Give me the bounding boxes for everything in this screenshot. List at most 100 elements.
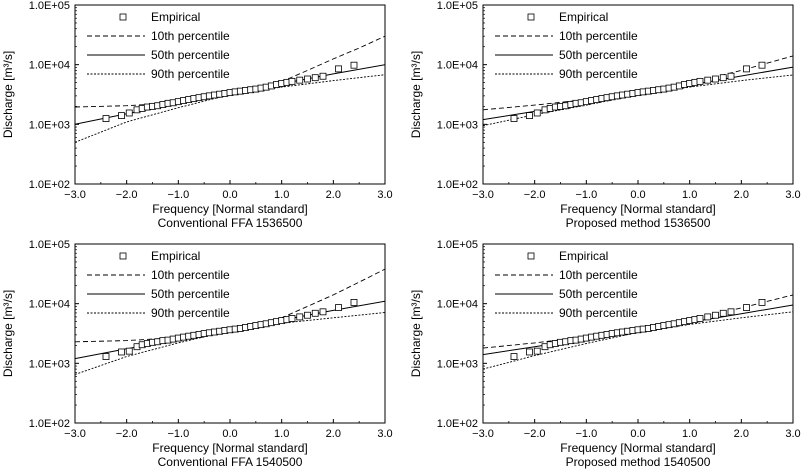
legend-marker-empirical [119,252,127,260]
series-line-90th-percentile [74,312,386,375]
empirical-point [125,347,133,355]
empirical-point [304,75,311,83]
empirical-point [712,311,719,319]
empirical-point [335,304,342,311]
x-tick-label: −3.0 [64,428,86,440]
chart-panel-2: −3.0 −2.0 −1.0 0.0 1.0 2.0 3.0 1.0E+02 1.0E+03 1.… [409,0,801,230]
x-tick-label: 1.0 [682,428,697,440]
legend-label: 50th percentile [151,287,230,301]
x-tick-label: 1.0 [682,189,697,201]
x-tick-label: 3.0 [785,189,800,201]
y-tick-label: 1.0E+05 [29,0,70,12]
empirical-point [125,109,133,117]
empirical-point [288,315,296,322]
empirical-point [118,348,125,356]
empirical-point [350,299,358,306]
empirical-point [102,115,110,122]
x-axis-label: Frequency [Normal standard] [560,441,715,455]
legend: Empirical 10th percentile 50th percentile 9… [87,249,230,320]
chart-title: Conventional FFA 1540500 [158,455,303,469]
legend-label: Empirical [559,249,608,263]
empirical-point [533,109,541,117]
y-tick-label: 1.0E+05 [437,0,478,12]
legend-label: 50th percentile [151,48,230,62]
y-tick-label: 1.0E+02 [437,418,478,430]
series-line-10th-percentile [482,55,794,111]
chart-panel-1: −3.0 −2.0 −1.0 0.0 1.0 2.0 3.0 1.0E+02 1.0E+03 1.… [1,0,393,230]
legend-marker-empirical [119,13,127,21]
empirical-point [335,65,342,73]
legend: Empirical 10th percentile 50th percentile 9… [495,10,638,81]
empirical-point [712,75,719,83]
empirical-point [533,347,541,355]
series-line-10th-percentile [482,294,794,349]
chart-title: Conventional FFA 1536500 [158,216,303,230]
y-tick-label: 1.0E+04 [29,299,70,311]
y-tick-label: 1.0E+03 [29,119,70,131]
empirical-point [526,348,533,356]
x-tick-label: 2.0 [734,189,749,201]
x-tick-label: 2.0 [326,428,341,440]
x-axis-label: Frequency [Normal standard] [152,441,307,455]
legend-label: 10th percentile [151,268,230,282]
x-tick-label: 0.0 [630,428,645,440]
empirical-point [510,115,518,122]
empirical-point [118,112,125,120]
series-line-90th-percentile [482,311,794,370]
x-tick-label: −2.0 [116,189,138,201]
x-tick-label: −1.0 [575,189,597,201]
empirical-point [719,74,727,82]
y-tick-label: 1.0E+03 [29,358,70,370]
x-tick-label: 3.0 [785,428,800,440]
legend: Empirical 10th percentile 50th percentile 9… [87,10,230,81]
y-tick-label: 1.0E+03 [437,119,478,131]
chart-panel-4: −3.0 −2.0 −1.0 0.0 1.0 2.0 3.0 1.0E+02 1.0E+03 1.… [409,239,801,469]
x-tick-label: −2.0 [116,428,138,440]
empirical-point [296,313,304,321]
y-axis-label: Discharge [m³/s] [1,290,15,377]
y-tick-label: 1.0E+03 [437,358,478,370]
empirical-point [311,74,319,82]
x-tick-label: −3.0 [64,189,86,201]
empirical-point [743,304,750,311]
legend-label: 90th percentile [559,67,638,81]
x-tick-label: 2.0 [734,428,749,440]
empirical-point [319,308,327,316]
x-tick-label: −1.0 [167,428,189,440]
x-tick-label: 3.0 [377,189,392,201]
x-tick-label: 2.0 [326,189,341,201]
plot-frame [482,243,794,424]
empirical-point [727,308,735,316]
empirical-point [704,76,712,84]
plot-frame [74,243,386,424]
x-tick-label: 0.0 [630,189,645,201]
y-axis-label: Discharge [m³/s] [1,51,15,138]
y-axis-label: Discharge [m³/s] [409,290,423,377]
legend-label: 90th percentile [151,306,230,320]
y-tick-label: 1.0E+02 [29,418,70,430]
legend-marker-empirical [527,13,535,21]
empirical-point [719,309,727,317]
x-tick-label: −2.0 [524,428,546,440]
empirical-point [304,311,311,319]
x-tick-label: −3.0 [472,428,494,440]
empirical-point [510,353,518,360]
x-axis-label: Frequency [Normal standard] [560,202,715,216]
y-tick-label: 1.0E+04 [29,60,70,72]
chart-title: Proposed method 1540500 [566,455,711,469]
x-tick-label: −1.0 [575,428,597,440]
y-tick-label: 1.0E+05 [437,239,478,251]
empirical-point [319,72,327,80]
empirical-point [311,309,319,317]
empirical-point [743,65,750,73]
empirical-point [727,72,735,80]
x-tick-label: 0.0 [222,428,237,440]
x-tick-label: 3.0 [377,428,392,440]
legend-label: Empirical [151,10,200,24]
legend-label: 90th percentile [559,306,638,320]
legend: Empirical 10th percentile 50th percentile 9… [495,249,638,320]
empirical-point [102,353,110,360]
x-tick-label: 1.0 [274,189,289,201]
empirical-point [696,315,704,322]
